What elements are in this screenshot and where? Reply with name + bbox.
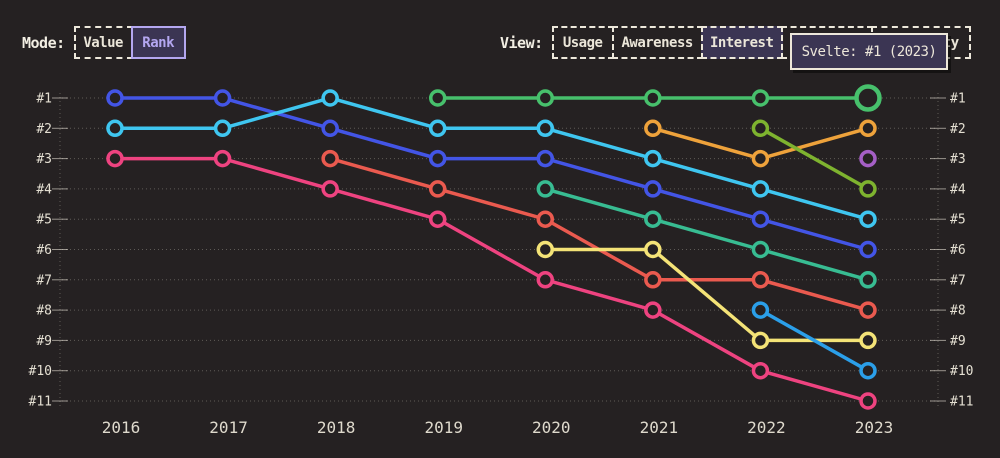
data-point-lime-2022[interactable] — [751, 119, 770, 138]
data-point-royal-blue-2023[interactable] — [859, 240, 877, 259]
data-point-cyan-2023[interactable] — [859, 210, 877, 228]
year-label-2018: 2018 — [317, 418, 356, 437]
rank-label-left-#6: #6 — [36, 243, 52, 258]
rank-label-left-#8: #8 — [36, 304, 52, 319]
year-label-2023: 2023 — [855, 418, 894, 437]
data-point-royal-blue-2020[interactable] — [536, 149, 555, 168]
rank-label-right-#10: #10 — [950, 364, 973, 379]
data-point-pink-2021[interactable] — [644, 301, 662, 319]
mode-control-group: Mode: Value Rank — [22, 26, 186, 59]
view-option-usage[interactable]: Usage — [551, 26, 614, 59]
data-point-teal-2022[interactable] — [751, 240, 770, 259]
data-point-yellow-2023[interactable] — [859, 331, 877, 350]
data-point-cyan-2022[interactable] — [751, 180, 770, 198]
data-point-green-2019[interactable] — [428, 89, 447, 107]
mode-option-value[interactable]: Value — [73, 26, 133, 59]
data-point-azure-2022[interactable] — [751, 301, 770, 319]
rank-label-right-#9: #9 — [950, 334, 966, 349]
data-point-coral-2020[interactable] — [536, 210, 555, 228]
series-line-lime — [759, 126, 869, 191]
rank-label-left-#9: #9 — [36, 334, 52, 349]
data-point-teal-2023[interactable] — [859, 271, 877, 289]
data-point-lime-2023[interactable] — [859, 180, 877, 198]
data-point-coral-2019[interactable] — [428, 180, 447, 198]
series-line-coral — [329, 156, 869, 312]
data-point-green-2020[interactable] — [536, 89, 555, 107]
data-point-royal-blue-2018[interactable] — [321, 119, 339, 138]
data-point-pink-2019[interactable] — [428, 210, 447, 228]
series-line-royal-blue — [115, 96, 869, 252]
data-point-orange-2023[interactable] — [859, 119, 877, 138]
year-label-2016: 2016 — [102, 418, 141, 437]
data-point-teal-2020[interactable] — [536, 180, 555, 198]
rank-label-right-#11: #11 — [950, 395, 973, 410]
data-point-teal-2021[interactable] — [644, 210, 662, 228]
data-point-royal-blue-2022[interactable] — [751, 210, 770, 228]
data-point-royal-blue-2016[interactable] — [106, 89, 124, 107]
data-point-coral-2018[interactable] — [321, 149, 339, 168]
data-point-coral-2023[interactable] — [859, 301, 877, 319]
data-point-azure-2023[interactable] — [859, 361, 877, 380]
rank-label-right-#7: #7 — [950, 273, 966, 288]
rank-label-right-#5: #5 — [950, 213, 966, 228]
rank-label-right-#2: #2 — [950, 122, 966, 137]
view-option-awareness[interactable]: Awareness — [611, 26, 703, 59]
data-point-cyan-2017[interactable] — [213, 119, 232, 138]
view-label: View: — [500, 33, 543, 52]
data-point-orange-2022[interactable] — [751, 149, 770, 168]
rank-label-left-#1: #1 — [36, 92, 52, 107]
year-label-2022: 2022 — [747, 418, 786, 437]
data-point-pink-2016[interactable] — [106, 149, 124, 168]
rank-label-left-#4: #4 — [36, 182, 52, 197]
data-point-royal-blue-2019[interactable] — [428, 149, 447, 168]
rank-label-left-#5: #5 — [36, 213, 52, 228]
data-point-cyan-2019[interactable] — [428, 119, 447, 138]
data-point-green-2022[interactable] — [751, 89, 770, 107]
rank-label-left-#7: #7 — [36, 273, 52, 288]
rank-label-right-#1: #1 — [950, 92, 966, 107]
rank-label-left-#2: #2 — [36, 122, 52, 137]
rank-label-left-#3: #3 — [36, 152, 52, 167]
rank-label-left-#10: #10 — [29, 364, 52, 379]
rank-label-right-#4: #4 — [950, 182, 966, 197]
series-line-azure — [759, 308, 869, 373]
data-point-pink-2023[interactable] — [859, 392, 877, 410]
data-point-cyan-2016[interactable] — [106, 119, 124, 138]
mode-option-rank[interactable]: Rank — [130, 26, 186, 59]
year-label-2021: 2021 — [640, 418, 679, 437]
data-point-orange-2021[interactable] — [644, 119, 662, 138]
chart-tooltip: Svelte: #1 (2023) — [790, 33, 948, 70]
data-point-pink-2020[interactable] — [536, 271, 555, 289]
data-point-yellow-2022[interactable] — [751, 331, 770, 350]
rank-label-right-#3: #3 — [950, 152, 966, 167]
series-line-cyan — [115, 96, 869, 221]
year-label-2020: 2020 — [532, 418, 571, 437]
year-label-2019: 2019 — [424, 418, 463, 437]
data-point-yellow-2020[interactable] — [536, 240, 555, 259]
data-point-cyan-2018[interactable] — [321, 89, 339, 107]
data-point-cyan-2020[interactable] — [536, 119, 555, 138]
data-point-purple-2023[interactable] — [859, 149, 877, 168]
data-point-pink-2018[interactable] — [321, 180, 339, 198]
series-line-pink — [115, 156, 869, 403]
data-point-green-2021[interactable] — [644, 89, 662, 107]
view-option-interest[interactable]: Interest — [700, 26, 783, 59]
data-point-royal-blue-2021[interactable] — [644, 180, 662, 198]
data-point-cyan-2021[interactable] — [644, 149, 662, 168]
highlighted-data-point-green-2023[interactable] — [854, 84, 882, 112]
data-point-pink-2022[interactable] — [751, 361, 770, 380]
data-point-coral-2022[interactable] — [751, 271, 770, 289]
data-point-pink-2017[interactable] — [213, 149, 232, 168]
mode-label: Mode: — [22, 33, 65, 52]
rank-label-left-#11: #11 — [29, 395, 52, 410]
data-point-royal-blue-2017[interactable] — [213, 89, 232, 107]
year-label-2017: 2017 — [209, 418, 248, 437]
series-line-teal — [544, 187, 869, 282]
rank-label-right-#8: #8 — [950, 304, 966, 319]
rank-label-right-#6: #6 — [950, 243, 966, 258]
data-point-coral-2021[interactable] — [644, 271, 662, 289]
data-point-yellow-2021[interactable] — [644, 240, 662, 259]
